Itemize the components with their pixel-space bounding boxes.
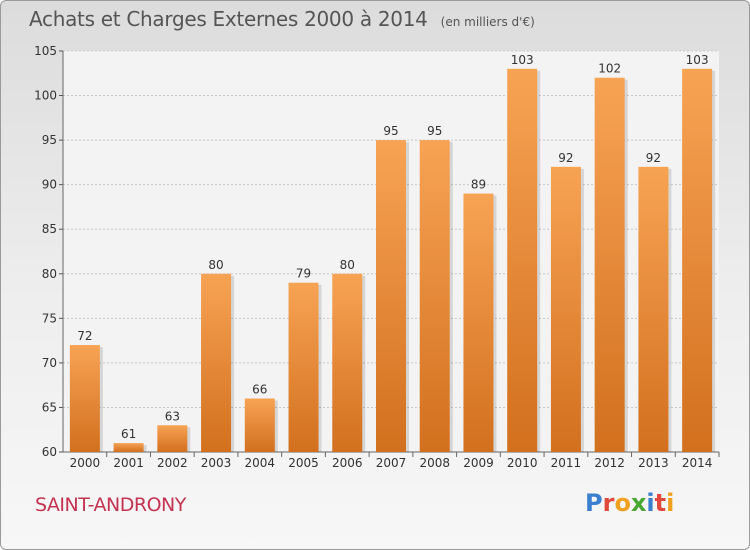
logo-letter: P: [585, 489, 603, 517]
bar-value-label: 61: [121, 427, 136, 441]
x-tick-label: 2011: [551, 456, 582, 470]
bar: [594, 77, 625, 452]
x-tick-label: 2005: [288, 456, 319, 470]
chart-unit-note: (en milliers d'€): [440, 15, 535, 29]
y-tick-label: 80: [42, 267, 57, 281]
logo-letter: i: [646, 489, 655, 517]
proxiti-logo: Proxiti: [585, 489, 674, 517]
bar-value-label: 72: [77, 329, 92, 343]
x-tick-label: 2004: [245, 456, 276, 470]
bar: [638, 166, 669, 452]
bar: [463, 193, 494, 453]
bar: [507, 68, 538, 453]
y-tick-label: 95: [42, 133, 57, 147]
logo-letter: t: [654, 489, 667, 517]
x-tick-label: 2014: [682, 456, 713, 470]
bar-value-label: 66: [252, 383, 267, 397]
y-tick-label: 90: [42, 178, 57, 192]
bar: [69, 345, 100, 452]
y-tick-label: 60: [42, 445, 57, 459]
x-tick-label: 2003: [201, 456, 232, 470]
bar: [113, 443, 144, 452]
logo-letter: x: [630, 489, 647, 517]
bar: [157, 425, 188, 452]
y-tick-label: 75: [42, 311, 57, 325]
y-tick-label: 100: [34, 89, 57, 103]
bar-value-label: 103: [686, 53, 709, 67]
bar-value-label: 89: [471, 178, 486, 192]
x-tick-label: 2006: [332, 456, 363, 470]
x-tick-label: 2012: [594, 456, 625, 470]
bar-value-label: 63: [165, 409, 180, 423]
x-tick-label: 2002: [157, 456, 188, 470]
x-tick-label: 2008: [419, 456, 450, 470]
logo-letter: r: [602, 489, 615, 517]
bar: [244, 398, 275, 452]
logo-letter: o: [614, 489, 631, 517]
chart-title: Achats et Charges Externes 2000 à 2014 (…: [29, 7, 535, 35]
bar: [550, 166, 581, 452]
x-tick-label: 2009: [463, 456, 494, 470]
x-tick-label: 2007: [376, 456, 407, 470]
bar-value-label: 95: [383, 124, 398, 138]
y-tick-label: 105: [34, 44, 57, 58]
y-tick-label: 70: [42, 356, 57, 370]
bar-value-label: 80: [340, 258, 355, 272]
y-tick-label: 65: [42, 400, 57, 414]
x-tick-label: 2001: [113, 456, 144, 470]
bar: [419, 140, 450, 452]
bar-value-label: 92: [558, 151, 573, 165]
x-tick-label: 2000: [70, 456, 101, 470]
logo-letter: i: [666, 489, 675, 517]
x-tick-label: 2010: [507, 456, 538, 470]
bar-value-label: 103: [511, 53, 534, 67]
chart-title-text: Achats et Charges Externes 2000 à 2014: [29, 7, 428, 31]
bar-value-label: 79: [296, 267, 311, 281]
commune-name: SAINT-ANDRONY: [35, 494, 186, 516]
bar-value-label: 80: [208, 258, 223, 272]
bar: [332, 273, 363, 452]
bar: [376, 140, 406, 452]
y-tick-label: 85: [42, 222, 57, 236]
bar-value-label: 95: [427, 124, 442, 138]
bar: [288, 282, 319, 452]
bar: [682, 68, 713, 453]
bar-value-label: 102: [598, 62, 621, 76]
bar: [201, 273, 232, 452]
x-tick-label: 2013: [638, 456, 669, 470]
bar-value-label: 92: [646, 151, 661, 165]
